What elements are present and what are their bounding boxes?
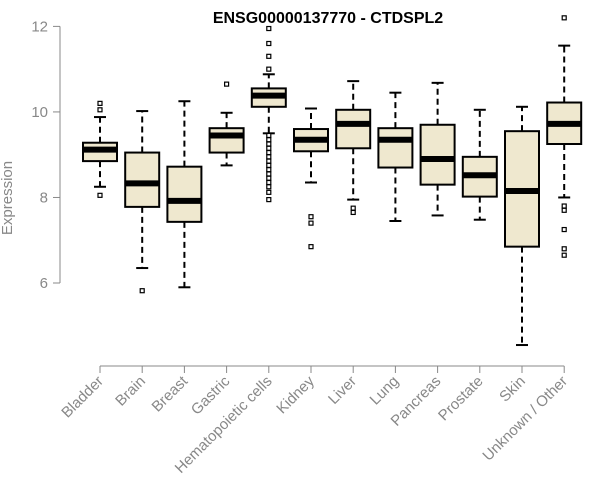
outlier-point <box>266 149 272 156</box>
box-skin <box>504 105 540 347</box>
box-pancreas <box>419 81 456 217</box>
outlier-point <box>266 145 272 151</box>
x-tick-label: Liver <box>325 373 360 408</box>
outlier-point <box>266 154 272 160</box>
x-tick-label: Skin <box>496 373 529 406</box>
outlier-point <box>266 158 272 164</box>
outlier-point <box>308 244 314 250</box>
outlier-point <box>266 66 272 72</box>
box-rect <box>377 127 414 169</box>
x-tick-label: Bladder <box>58 373 107 422</box>
box-gastric <box>208 81 245 167</box>
box-unknown-other <box>546 15 583 258</box>
box-bladder <box>82 100 118 198</box>
outlier-point <box>350 209 356 216</box>
x-tick-label: Brain <box>112 373 149 410</box>
outlier-point <box>266 184 272 190</box>
x-tick-label: Lung <box>367 373 403 409</box>
outlier-point <box>224 81 230 87</box>
y-axis-label: Expression <box>0 161 16 235</box>
outlier-point <box>97 100 103 106</box>
box-rect <box>335 108 372 150</box>
box-rect <box>124 151 161 208</box>
y-axis: 6 8 10 12 <box>31 18 61 292</box>
box-kidney <box>293 107 329 250</box>
outlier-point <box>308 214 314 220</box>
x-tick-label: Prostate <box>435 373 487 425</box>
chart-title: ENSG00000137770 - CTDSPL2 <box>213 10 443 27</box>
box-lung <box>377 91 414 222</box>
box-rect <box>166 165 203 223</box>
box-liver <box>335 80 372 216</box>
outlier-point <box>561 246 567 252</box>
outlier-point <box>97 192 103 198</box>
outlier-point <box>266 25 272 32</box>
outlier-point <box>266 171 272 177</box>
outlier-point <box>266 137 272 143</box>
outlier-point <box>266 179 272 186</box>
outlier-point <box>139 288 145 294</box>
outlier-point <box>561 226 567 233</box>
outlier-point <box>266 175 272 181</box>
y-tick-label: 6 <box>40 275 48 292</box>
outlier-point <box>266 197 272 203</box>
boxes-group <box>82 15 583 347</box>
outlier-point <box>561 207 567 213</box>
outlier-point <box>561 15 567 21</box>
x-tick-label: Breast <box>149 372 192 415</box>
outlier-point <box>561 203 567 209</box>
outlier-point <box>266 141 272 147</box>
outlier-point <box>266 167 272 173</box>
outlier-point <box>266 132 272 139</box>
outlier-point <box>97 107 103 113</box>
outlier-point <box>561 252 567 258</box>
x-tick-label: Kidney <box>273 372 318 417</box>
outlier-point <box>350 205 356 211</box>
outlier-point <box>308 220 314 226</box>
y-tick-label: 10 <box>31 104 48 121</box>
outlier-point <box>266 40 272 47</box>
box-hematopoietic-cells <box>250 25 287 203</box>
box-brain <box>124 110 161 294</box>
y-tick-label: 12 <box>31 18 48 35</box>
outlier-point <box>266 53 272 59</box>
box-rect <box>208 127 245 154</box>
box-prostate <box>461 108 498 221</box>
box-breast <box>166 100 203 289</box>
outlier-point <box>266 189 272 195</box>
box-rect <box>419 123 456 186</box>
outlier-point <box>266 162 272 168</box>
y-tick-label: 8 <box>40 189 48 206</box>
